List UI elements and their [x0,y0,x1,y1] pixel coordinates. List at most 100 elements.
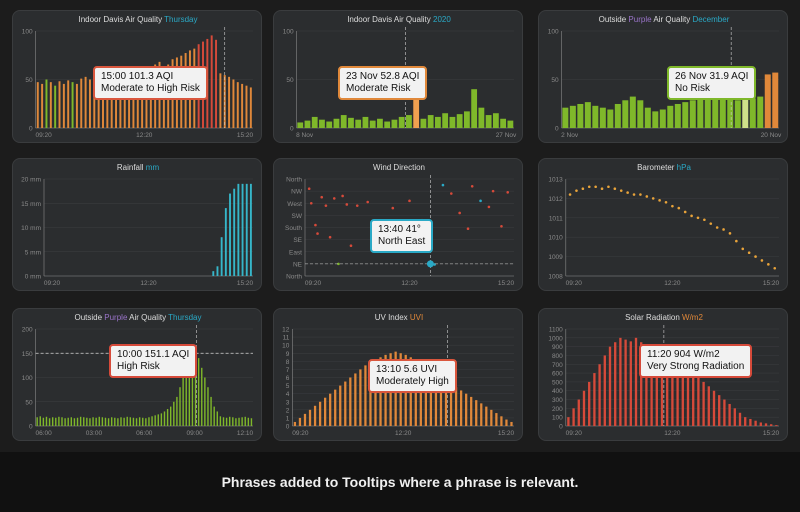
bar[interactable] [349,377,352,427]
bar[interactable] [442,113,449,128]
bar[interactable] [470,396,473,426]
bar[interactable] [344,381,347,426]
bar[interactable] [176,396,178,426]
bar[interactable] [671,357,674,426]
bar[interactable] [463,111,470,128]
bar[interactable] [51,417,54,426]
point[interactable] [645,195,649,198]
bar[interactable] [391,119,398,128]
bar[interactable] [582,390,586,426]
bar[interactable] [749,418,752,426]
bar[interactable] [572,408,575,426]
bar[interactable] [439,377,443,427]
bar[interactable] [58,81,61,128]
bar[interactable] [213,406,215,426]
bar[interactable] [449,116,456,128]
bar[interactable] [303,413,307,426]
point[interactable] [619,189,623,192]
bar[interactable] [637,100,644,128]
point[interactable] [658,199,661,202]
bar[interactable] [148,417,150,426]
bar[interactable] [727,98,734,128]
bar[interactable] [592,105,599,128]
panel-solar-radiation[interactable]: Solar Radiation W/m2 0 100 200 300 400 500 600 7… [538,308,788,441]
bar[interactable] [567,417,570,426]
bar[interactable] [738,412,742,426]
point[interactable] [458,211,461,215]
bar[interactable] [507,120,514,128]
bar[interactable] [129,417,132,426]
bar[interactable] [228,76,231,128]
point[interactable] [600,187,604,190]
point[interactable] [324,204,328,207]
point[interactable] [500,224,503,228]
panel-indoor-aqi-thursday[interactable]: Indoor Davis Air Quality Thursday 0 50 100 0… [12,10,262,143]
bar[interactable] [333,118,340,128]
panel-indoor-aqi-2020[interactable]: Indoor Davis Air Quality 2020 0 50 100 8 Nov… [273,10,523,143]
bar[interactable] [667,105,674,128]
point[interactable] [575,189,578,192]
bar[interactable] [117,418,119,426]
bar[interactable] [194,348,197,426]
bar[interactable] [419,361,422,426]
bar[interactable] [718,395,721,426]
bar[interactable] [329,393,332,426]
bar[interactable] [603,355,606,426]
bar[interactable] [219,416,222,426]
bar[interactable] [58,416,60,426]
bar[interactable] [102,73,104,128]
bar[interactable] [89,418,91,426]
bar[interactable] [569,105,576,128]
bar[interactable] [215,39,218,128]
point[interactable] [450,192,453,195]
point[interactable] [709,222,713,225]
bar[interactable] [235,418,237,426]
point[interactable] [594,185,597,189]
bar[interactable] [123,417,125,426]
bar[interactable] [245,183,248,276]
hover-point[interactable] [426,260,434,268]
bar[interactable] [562,107,569,128]
bar[interactable] [64,418,66,426]
point[interactable] [355,204,359,207]
point[interactable] [491,189,495,193]
bar[interactable] [319,119,325,128]
point[interactable] [337,262,340,266]
point[interactable] [671,204,674,208]
point[interactable] [506,191,510,194]
bar[interactable] [45,416,48,426]
bar[interactable] [232,417,234,426]
bar[interactable] [62,83,65,128]
panel-outside-aqi-thursday[interactable]: Outside Purple Air Quality Thursday 0 50 10… [12,308,262,441]
point[interactable] [690,214,693,218]
point[interactable] [345,203,349,206]
bar[interactable] [67,417,69,426]
bar[interactable] [634,337,638,426]
bar[interactable] [238,417,240,426]
bar[interactable] [619,337,622,426]
bar[interactable] [55,417,57,426]
bar[interactable] [73,418,76,426]
bar[interactable] [241,417,243,426]
point[interactable] [587,185,591,189]
point[interactable] [773,266,777,270]
bar[interactable] [210,396,212,426]
bar[interactable] [629,96,636,128]
bar[interactable] [298,417,302,426]
bar[interactable] [449,383,453,426]
point[interactable] [309,201,313,205]
bar[interactable] [157,414,159,426]
bar[interactable] [93,77,96,128]
bar[interactable] [216,411,218,426]
bar[interactable] [719,96,726,128]
point[interactable] [332,197,336,200]
bar[interactable] [49,82,52,128]
bar[interactable] [712,94,719,128]
bar[interactable] [434,373,438,426]
bar[interactable] [311,116,318,128]
point[interactable] [613,187,617,190]
point[interactable] [735,239,738,243]
bar[interactable] [759,422,762,426]
bar[interactable] [201,367,203,426]
point[interactable] [722,228,725,231]
